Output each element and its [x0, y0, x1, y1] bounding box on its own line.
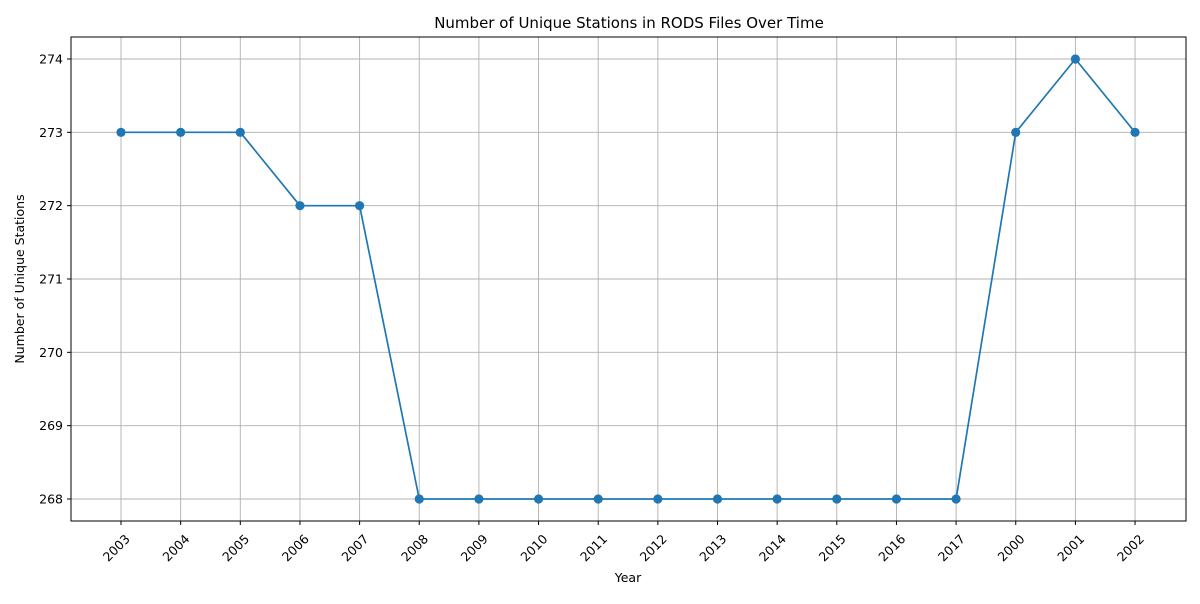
x-tick-label: 2016 [875, 531, 908, 564]
data-point [832, 494, 842, 504]
data-point [653, 494, 663, 504]
grid-layer [71, 37, 1186, 521]
y-tick-label: 271 [39, 272, 63, 287]
y-tick-label: 274 [39, 52, 63, 67]
x-tick-label: 2003 [100, 531, 133, 564]
data-point [474, 494, 484, 504]
x-tick-label: 2007 [338, 531, 371, 564]
data-point [235, 127, 245, 137]
x-tick-label: 2012 [637, 531, 670, 564]
data-point [355, 201, 365, 211]
data-point [712, 494, 723, 504]
y-tick-label: 273 [39, 125, 63, 140]
x-tick-label: 2009 [458, 531, 491, 564]
x-tick-label: 2017 [935, 531, 968, 564]
x-tick-label: 2002 [1114, 531, 1147, 564]
x-tick-label: 2010 [517, 531, 550, 564]
data-point [176, 127, 186, 137]
x-tick-label: 2006 [279, 531, 312, 564]
data-point [951, 494, 961, 504]
data-point [1011, 127, 1021, 137]
data-point [1130, 127, 1140, 137]
x-tick-label: 2001 [1054, 531, 1087, 564]
x-axis-label: Year [614, 570, 642, 585]
data-point [1070, 54, 1080, 64]
x-tick-label: 2008 [398, 531, 431, 564]
y-tick-label: 270 [39, 345, 63, 360]
y-tick-label: 272 [39, 198, 63, 213]
series-line [121, 58, 1136, 500]
y-tick-label: 269 [39, 418, 63, 433]
series-layer [116, 54, 1140, 504]
x-tick-label: 2014 [756, 531, 789, 564]
ticks-layer: 2003 2004 2005 2006 2007 2008 2009 2010 2011 2012… [39, 52, 1147, 565]
data-point [116, 127, 126, 137]
x-tick-label: 2005 [219, 531, 252, 564]
x-tick-label: 2004 [159, 531, 192, 564]
y-axis-label: Number of Unique Stations [12, 194, 27, 363]
x-tick-label: 2000 [995, 531, 1028, 564]
data-point [772, 494, 782, 504]
x-tick-label: 2015 [816, 531, 849, 564]
data-point [891, 494, 902, 504]
data-point [295, 201, 305, 211]
data-point [593, 494, 603, 504]
x-tick-label: 2011 [577, 531, 610, 564]
y-tick-label: 268 [39, 492, 63, 507]
chart-title: Number of Unique Stations in RODS Files … [434, 14, 824, 32]
data-point [533, 494, 544, 504]
x-tick-label: 2013 [696, 531, 729, 564]
data-point [414, 494, 424, 504]
